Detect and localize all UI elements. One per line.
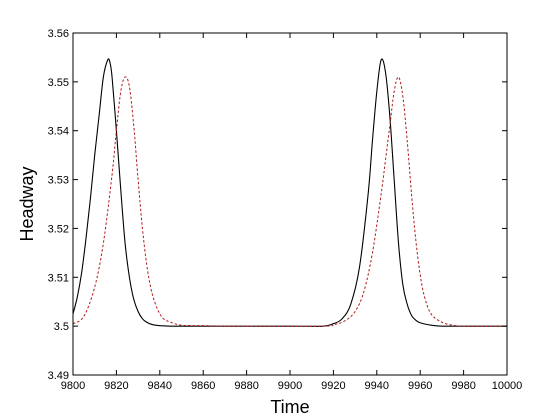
x-tick-label: 9900 — [278, 380, 302, 392]
ticks-layer: 9800 9820 9840 9860 9880 9900 9920 9940 9960 9980… — [48, 28, 523, 392]
x-tick-label: 9960 — [408, 380, 432, 392]
y-tick-label: 3.51 — [48, 272, 69, 284]
plot-background — [73, 33, 507, 375]
y-tick-label: 3.49 — [48, 370, 69, 382]
x-tick-label: 9880 — [234, 380, 258, 392]
x-tick-label: 10000 — [492, 380, 523, 392]
x-tick-label: 9840 — [148, 380, 172, 392]
y-tick-label: 3.52 — [48, 223, 69, 235]
y-tick-label: 3.53 — [48, 175, 69, 187]
x-tick-label: 9800 — [61, 380, 85, 392]
x-tick-label: 9820 — [104, 380, 128, 392]
y-tick-label: 3.5 — [54, 321, 69, 333]
y-tick-label: 3.56 — [48, 28, 69, 40]
y-axis-title: Headway — [17, 166, 37, 241]
x-axis-title: Time — [270, 397, 309, 417]
y-tick-label: 3.54 — [48, 126, 69, 138]
x-tick-label: 9940 — [365, 380, 389, 392]
series-line-dashed — [72, 76, 508, 327]
x-tick-label: 9980 — [451, 380, 475, 392]
x-tick-label: 9920 — [321, 380, 345, 392]
series-layer — [72, 58, 508, 327]
y-tick-label: 3.55 — [48, 77, 69, 89]
x-tick-label: 9860 — [191, 380, 215, 392]
